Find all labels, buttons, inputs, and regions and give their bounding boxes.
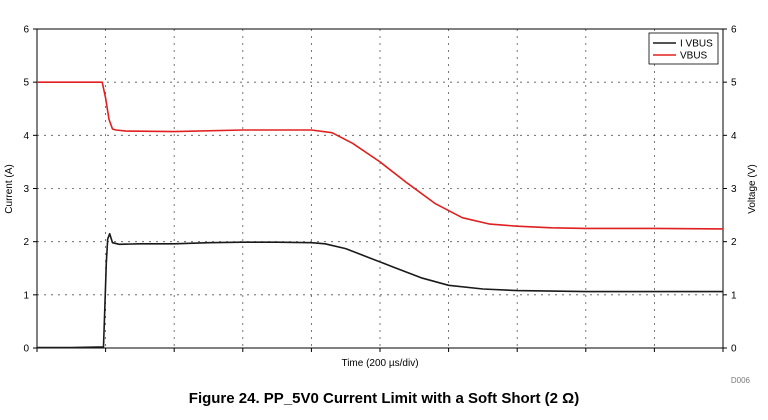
y-left-tick-label: 3 (23, 184, 29, 195)
figure-caption: Figure 24. PP_5V0 Current Limit with a S… (188, 390, 580, 407)
y-left-tick-label: 0 (23, 344, 29, 355)
y-right-tick-label: 6 (731, 25, 737, 36)
y-left-tick-label: 6 (23, 25, 29, 36)
y-right-tick-label: 2 (731, 237, 737, 248)
y-right-tick-label: 1 (731, 290, 737, 301)
series-line-i-vbus (37, 232, 723, 349)
legend-box (648, 32, 719, 65)
y-right-tick-label: 3 (731, 184, 737, 195)
series-line-vbus (37, 81, 724, 230)
y-left-tick-label: 2 (23, 237, 29, 248)
axes: 0 1 2 3 4 5 6 0 1 2 3 4 5 6 (23, 25, 737, 355)
legend-label-i-vbus: I VBUS (680, 39, 713, 50)
chart-id: D006 (731, 376, 751, 385)
series-lines (37, 81, 724, 349)
y-left-tick-label: 1 (23, 290, 29, 301)
grid-lines (37, 29, 723, 348)
y-axis-left-label: Current (A) (4, 164, 15, 213)
y-right-tick-label: 4 (731, 131, 737, 142)
y-left-tick-label: 5 (23, 78, 29, 89)
legend-label-vbus: VBUS (680, 51, 708, 62)
y-right-tick-label: 0 (731, 344, 737, 355)
y-left-tick-label: 4 (23, 131, 29, 142)
legend: I VBUS VBUS (648, 32, 719, 65)
y-right-tick-label: 5 (731, 78, 737, 89)
x-axis-label: Time (200 µs/div) (341, 358, 418, 369)
y-axis-right-label: Voltage (V) (747, 164, 758, 213)
